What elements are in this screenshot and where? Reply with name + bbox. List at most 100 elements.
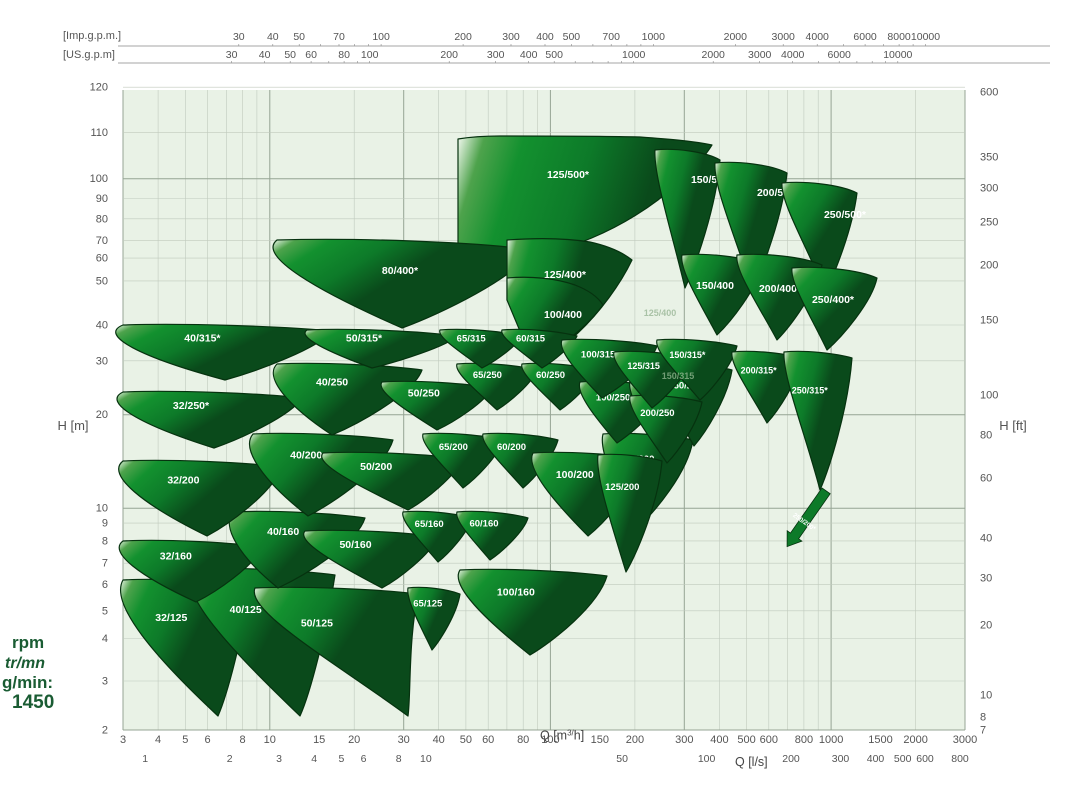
svg-text:1000: 1000 xyxy=(622,49,646,61)
svg-text:250/500*: 250/500* xyxy=(824,209,867,221)
svg-text:150/400: 150/400 xyxy=(696,280,734,292)
svg-text:125/200: 125/200 xyxy=(605,482,639,493)
svg-text:1: 1 xyxy=(142,753,148,765)
svg-text:4: 4 xyxy=(311,753,317,765)
svg-text:60/160: 60/160 xyxy=(469,518,498,529)
svg-text:50: 50 xyxy=(460,734,472,746)
svg-text:3000: 3000 xyxy=(748,49,772,61)
svg-text:40: 40 xyxy=(96,320,108,332)
svg-text:20: 20 xyxy=(348,734,360,746)
svg-text:125/500*: 125/500* xyxy=(547,169,590,181)
svg-text:10000: 10000 xyxy=(911,31,940,43)
svg-text:32/125: 32/125 xyxy=(155,612,187,624)
svg-text:50: 50 xyxy=(96,275,108,287)
svg-text:60/200: 60/200 xyxy=(497,442,526,453)
svg-text:200: 200 xyxy=(440,49,458,61)
svg-text:200/315*: 200/315* xyxy=(741,365,778,375)
svg-text:60: 60 xyxy=(96,253,108,265)
svg-text:40: 40 xyxy=(980,533,992,545)
svg-text:32/250*: 32/250* xyxy=(173,400,210,412)
svg-text:g/min:: g/min: xyxy=(2,673,53,692)
svg-text:8: 8 xyxy=(102,535,108,547)
svg-text:600: 600 xyxy=(980,87,998,99)
svg-text:20: 20 xyxy=(980,620,992,632)
svg-text:70: 70 xyxy=(96,235,108,247)
svg-text:50/200: 50/200 xyxy=(360,461,392,473)
svg-text:6: 6 xyxy=(102,579,108,591)
svg-text:30: 30 xyxy=(233,31,245,43)
svg-text:60: 60 xyxy=(482,734,494,746)
svg-text:H [ft]: H [ft] xyxy=(999,418,1026,433)
svg-text:40: 40 xyxy=(267,31,279,43)
svg-text:100: 100 xyxy=(541,734,559,746)
svg-text:150/315*: 150/315* xyxy=(669,350,706,360)
svg-text:250: 250 xyxy=(980,217,998,229)
svg-text:65/125: 65/125 xyxy=(413,599,443,610)
svg-text:100: 100 xyxy=(90,173,108,185)
svg-text:150: 150 xyxy=(591,734,609,746)
svg-text:40/125: 40/125 xyxy=(230,604,262,616)
svg-text:9: 9 xyxy=(102,518,108,530)
svg-text:5: 5 xyxy=(102,605,108,617)
svg-text:40/160: 40/160 xyxy=(267,526,299,538)
svg-text:7: 7 xyxy=(980,725,986,737)
svg-text:300: 300 xyxy=(675,734,693,746)
svg-text:40/315*: 40/315* xyxy=(184,333,221,345)
svg-text:300: 300 xyxy=(980,183,998,195)
svg-text:1000: 1000 xyxy=(819,734,843,746)
svg-text:8: 8 xyxy=(980,712,986,724)
svg-text:65/160: 65/160 xyxy=(415,519,444,530)
svg-text:350: 350 xyxy=(980,152,998,164)
svg-text:4000: 4000 xyxy=(781,49,805,61)
svg-text:30: 30 xyxy=(980,573,992,585)
svg-text:200: 200 xyxy=(980,260,998,272)
svg-text:200: 200 xyxy=(782,753,800,765)
svg-text:50/160: 50/160 xyxy=(339,539,371,551)
svg-text:60/250: 60/250 xyxy=(536,370,565,381)
svg-text:8: 8 xyxy=(396,753,402,765)
svg-text:1000: 1000 xyxy=(642,31,666,43)
svg-text:100/315: 100/315 xyxy=(581,349,616,360)
svg-text:100: 100 xyxy=(372,31,390,43)
svg-text:40/200: 40/200 xyxy=(290,450,322,462)
svg-text:500: 500 xyxy=(894,753,912,765)
svg-text:2000: 2000 xyxy=(903,734,927,746)
svg-text:300: 300 xyxy=(487,49,505,61)
svg-text:100/200: 100/200 xyxy=(556,469,594,481)
svg-text:50: 50 xyxy=(284,49,296,61)
svg-text:500: 500 xyxy=(737,734,755,746)
svg-text:80: 80 xyxy=(517,734,529,746)
svg-text:6000: 6000 xyxy=(853,31,877,43)
svg-text:125/400: 125/400 xyxy=(644,308,677,318)
svg-text:32/160: 32/160 xyxy=(160,550,192,562)
svg-text:600: 600 xyxy=(760,734,778,746)
svg-text:20: 20 xyxy=(96,409,108,421)
svg-text:100: 100 xyxy=(980,390,998,402)
svg-text:Q [l/s]: Q [l/s] xyxy=(735,755,768,769)
svg-text:250/400*: 250/400* xyxy=(812,294,855,306)
svg-text:3: 3 xyxy=(120,734,126,746)
svg-text:800: 800 xyxy=(951,753,969,765)
svg-text:100: 100 xyxy=(361,49,379,61)
svg-text:[Imp.g.p.m.]: [Imp.g.p.m.] xyxy=(63,30,121,42)
svg-text:40: 40 xyxy=(433,734,445,746)
svg-text:tr/mn: tr/mn xyxy=(5,655,45,672)
svg-text:300: 300 xyxy=(502,31,520,43)
svg-text:5: 5 xyxy=(182,734,188,746)
svg-text:4000: 4000 xyxy=(806,31,830,43)
svg-text:7: 7 xyxy=(102,558,108,570)
svg-text:600: 600 xyxy=(916,753,934,765)
svg-text:4: 4 xyxy=(102,633,108,645)
svg-text:200: 200 xyxy=(626,734,644,746)
svg-text:500: 500 xyxy=(545,49,563,61)
svg-text:H [m]: H [m] xyxy=(57,418,88,433)
svg-text:300: 300 xyxy=(832,753,850,765)
svg-text:100: 100 xyxy=(698,753,716,765)
svg-text:50/315*: 50/315* xyxy=(346,332,383,344)
svg-text:2000: 2000 xyxy=(702,49,726,61)
svg-text:65/200: 65/200 xyxy=(439,442,468,453)
svg-text:200/250: 200/250 xyxy=(640,408,674,419)
svg-text:80: 80 xyxy=(980,430,992,442)
svg-text:3: 3 xyxy=(276,753,282,765)
svg-text:10000: 10000 xyxy=(883,49,912,61)
